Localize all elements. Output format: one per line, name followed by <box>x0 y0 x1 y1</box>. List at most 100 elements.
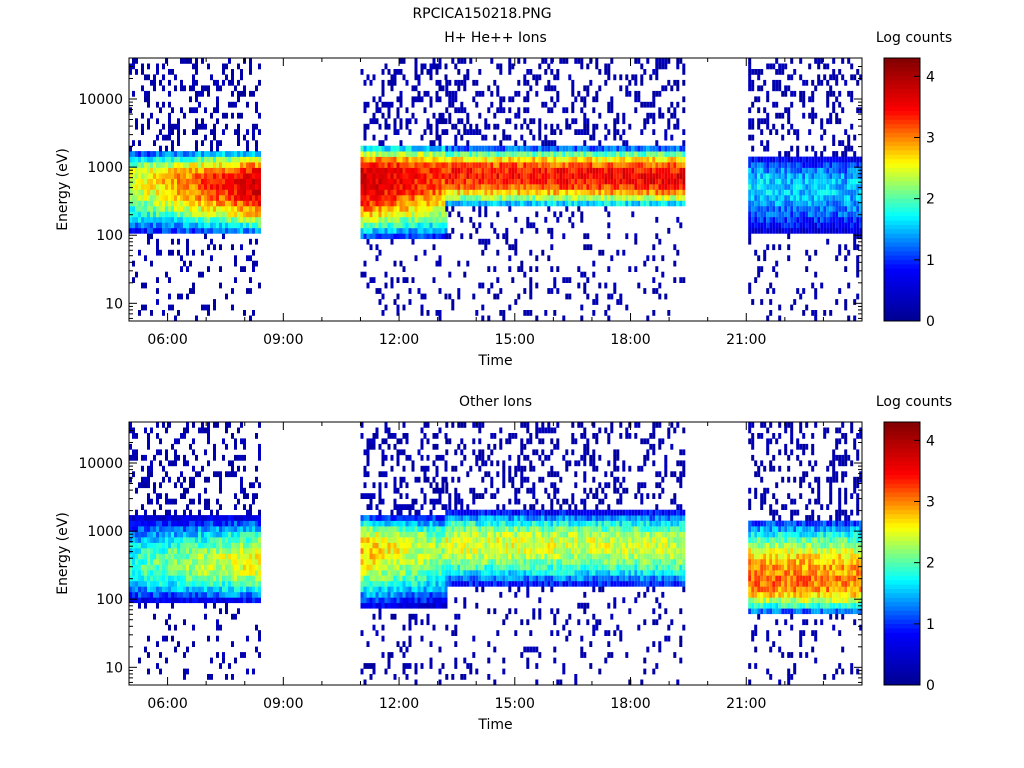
spectrogram-cell <box>216 498 219 505</box>
spectrogram-cell <box>372 134 376 141</box>
spectrogram-cell <box>796 222 800 229</box>
spectrogram-cell <box>255 216 258 223</box>
spectrogram-cell <box>363 184 367 190</box>
spectrogram-cell <box>144 96 147 103</box>
spectrogram-cell <box>180 482 183 489</box>
spectrogram-cell <box>625 189 629 196</box>
spectrogram-cell <box>171 564 174 571</box>
spectrogram-cell <box>195 200 198 207</box>
spectrogram-cell <box>171 498 174 505</box>
spectrogram-cell <box>520 200 524 207</box>
spectrogram-cell <box>150 586 153 593</box>
spectrogram-cell <box>204 173 207 179</box>
spectrogram-cell <box>234 178 237 185</box>
spectrogram-cell <box>616 173 620 179</box>
spectrogram-cell <box>231 515 234 521</box>
spectrogram-cell <box>198 162 201 168</box>
spectrogram-cell <box>592 189 596 196</box>
spectrogram-cell <box>246 580 249 587</box>
spectrogram-cell <box>156 249 159 256</box>
spectrogram-cell <box>610 173 614 179</box>
spectrogram-cell <box>598 69 602 75</box>
spectrogram-cell <box>679 195 683 201</box>
spectrogram-cell <box>189 173 192 179</box>
spectrogram-cell <box>760 222 764 229</box>
spectrogram-cell <box>399 101 403 108</box>
spectrogram-cell <box>544 178 548 185</box>
spectrogram-cell <box>610 96 614 103</box>
spectrogram-cell <box>544 145 548 152</box>
spectrogram-cell <box>420 310 424 316</box>
spectrogram-cell <box>216 151 219 157</box>
spectrogram-cell <box>850 227 854 234</box>
spectrogram-cell <box>366 227 370 234</box>
spectrogram-cell <box>186 559 189 565</box>
spectrogram-cell <box>240 537 243 543</box>
spectrogram-cell <box>835 151 839 157</box>
spectrogram-cell <box>240 564 243 571</box>
spectrogram-cell <box>144 216 147 223</box>
spectrogram-cell <box>808 200 812 207</box>
spectrogram-cell <box>580 178 584 185</box>
spectrogram-cell <box>408 211 412 218</box>
spectrogram-cell <box>441 233 445 240</box>
spectrogram-cell <box>490 151 494 157</box>
spectrogram-cell <box>784 63 788 70</box>
spectrogram-cell <box>631 189 635 196</box>
spectrogram-cell <box>402 200 406 207</box>
spectrogram-cell <box>451 156 455 163</box>
spectrogram-cell <box>607 293 611 300</box>
colorbar-swatch <box>884 176 920 182</box>
spectrogram-cell <box>228 564 231 571</box>
spectrogram-cell <box>682 96 686 103</box>
spectrogram-cell <box>817 173 821 179</box>
spectrogram-cell <box>207 460 210 467</box>
spectrogram-cell <box>360 227 364 234</box>
spectrogram-cell <box>544 123 548 130</box>
spectrogram-cell <box>550 195 554 201</box>
spectrogram-cell <box>790 205 794 212</box>
spectrogram-cell <box>553 195 557 201</box>
spectrogram-cell <box>141 195 144 201</box>
spectrogram-cell <box>240 205 243 212</box>
spectrogram-cell <box>664 134 668 141</box>
spectrogram-cell <box>216 471 219 478</box>
spectrogram-cell <box>463 129 467 135</box>
spectrogram-cell <box>766 315 770 322</box>
spectrogram-cell <box>529 293 533 300</box>
colorbar-swatch <box>884 259 920 265</box>
spectrogram-cell <box>231 460 234 467</box>
spectrogram-cell <box>204 195 207 201</box>
spectrogram-cell <box>508 189 512 196</box>
spectrogram-cell <box>637 189 641 196</box>
spectrogram-cell <box>847 167 851 174</box>
spectrogram-cell <box>802 189 806 196</box>
spectrogram-cell <box>781 184 785 190</box>
spectrogram-cell <box>219 189 222 196</box>
spectrogram-cell <box>577 58 581 64</box>
spectrogram-cell <box>384 304 388 311</box>
spectrogram-cell <box>616 118 620 125</box>
spectrogram-cell <box>129 162 132 168</box>
spectrogram-cell <box>454 151 458 157</box>
spectrogram-cell <box>670 178 674 185</box>
spectrogram-cell <box>463 74 467 81</box>
spectrogram-cell <box>496 151 500 157</box>
spectrogram-cell <box>402 195 406 201</box>
spectrogram-cell <box>799 167 803 174</box>
spectrogram-cell <box>802 184 806 190</box>
spectrogram-cell <box>766 96 770 103</box>
spectrogram-cell <box>769 211 773 218</box>
spectrogram-cell <box>165 498 168 505</box>
spectrogram-cell <box>177 238 180 245</box>
spectrogram-cell <box>643 118 647 125</box>
spectrogram-cell <box>252 189 255 196</box>
spectrogram-cell <box>517 200 521 207</box>
spectrogram-cell <box>601 200 605 207</box>
spectrogram-cell <box>577 195 581 201</box>
spectrogram-cell <box>174 156 177 163</box>
spectrogram-cell <box>156 244 159 251</box>
spectrogram-cell <box>186 222 189 229</box>
spectrogram-cell <box>375 178 379 185</box>
spectrogram-cell <box>402 151 406 157</box>
